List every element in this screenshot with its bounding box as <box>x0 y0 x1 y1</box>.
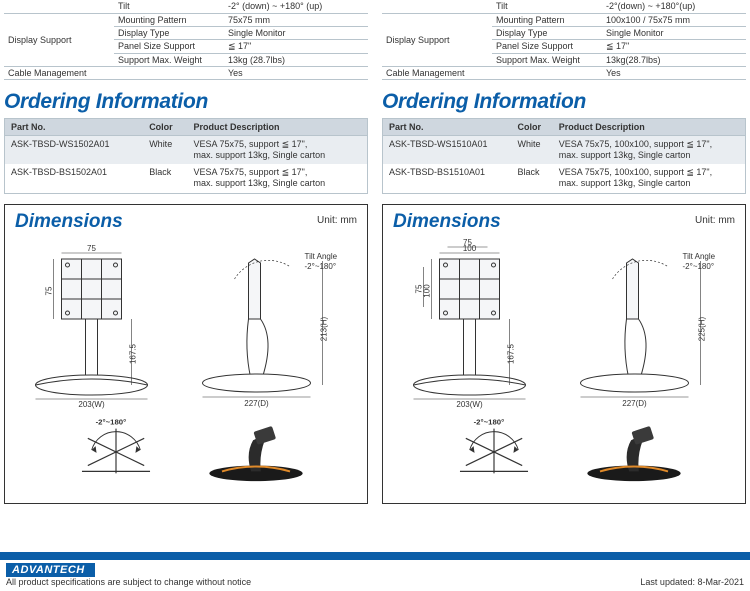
spec-label: Tilt <box>492 0 602 13</box>
order-header: Color <box>512 118 553 135</box>
svg-text:Tilt Angle: Tilt Angle <box>305 252 338 261</box>
svg-text:75: 75 <box>415 284 424 293</box>
spec-label: Support Max. Weight <box>492 53 602 66</box>
spec-value: 75x75 mm <box>224 13 368 26</box>
color: White <box>512 135 553 164</box>
table-row: ASK-TBSD-WS1510A01WhiteVESA 75x75, 100x1… <box>383 135 746 164</box>
dim-title-left: Dimensions <box>15 211 123 233</box>
part-no: ASK-TBSD-BS1510A01 <box>383 164 512 193</box>
svg-text:203(W): 203(W) <box>456 400 483 409</box>
spec-value: Yes <box>602 66 746 79</box>
spec-value: 100x100 / 75x75 mm <box>602 13 746 26</box>
svg-text:167.5: 167.5 <box>129 343 138 364</box>
part-no: ASK-TBSD-BS1502A01 <box>5 164 144 193</box>
table-row: ASK-TBSD-BS1510A01BlackVESA 75x75, 100x1… <box>383 164 746 193</box>
last-updated: Last updated: 8-Mar-2021 <box>640 577 744 587</box>
left-column: Tilt-2° (down) ~ +180° (up) Display Suppo… <box>4 0 368 504</box>
front-drawing-right: 100 75 100 75 167.5 203(W) <box>393 239 558 409</box>
spec-label: Mounting Pattern <box>114 13 224 26</box>
order-table-left: Part No.ColorProduct Description ASK-TBS… <box>4 118 368 194</box>
spec-value: ≦ 17" <box>224 39 368 53</box>
spec-value: ≦ 17" <box>602 39 746 53</box>
spec-label: Panel Size Support <box>492 39 602 53</box>
spec-label: Support Max. Weight <box>114 53 224 66</box>
spec-category: Cable Management <box>382 66 602 79</box>
right-column: Tilt-2°(down) ~ +180°(up) Display Support… <box>382 0 746 504</box>
spec-label: Panel Size Support <box>114 39 224 53</box>
spec-category: Display Support <box>4 13 114 66</box>
front-drawing-left: 75 75 167.5 203(W) <box>15 239 180 409</box>
svg-text:-2°~180°: -2°~180° <box>96 417 127 426</box>
svg-text:-2°~180°: -2°~180° <box>305 262 337 271</box>
order-table-right: Part No.ColorProduct Description ASK-TBS… <box>382 118 746 194</box>
ordering-title-right: Ordering Information <box>382 90 746 114</box>
svg-text:203(W): 203(W) <box>78 400 105 409</box>
svg-text:Tilt Angle: Tilt Angle <box>683 252 716 261</box>
footer: ADVANTECH All product specifications are… <box>0 552 750 591</box>
description: VESA 75x75, 100x100, support ≦ 17",max. … <box>553 135 746 164</box>
svg-text:225(H): 225(H) <box>698 316 707 341</box>
table-row: ASK-TBSD-WS1502A01WhiteVESA 75x75, suppo… <box>5 135 368 164</box>
description: VESA 75x75, support ≦ 17",max. support 1… <box>188 164 368 193</box>
dimensions-box-right: Dimensions Unit: mm 100 75 100 75 167.5 … <box>382 204 746 504</box>
order-header: Product Description <box>188 118 368 135</box>
table-row: ASK-TBSD-BS1502A01BlackVESA 75x75, suppo… <box>5 164 368 193</box>
svg-text:213(H): 213(H) <box>320 316 329 341</box>
svg-text:75: 75 <box>45 286 54 295</box>
svg-text:-2°~180°: -2°~180° <box>683 262 715 271</box>
svg-text:-2°~180°: -2°~180° <box>474 417 505 426</box>
spec-label: Display Type <box>114 26 224 39</box>
spec-label: Tilt <box>114 0 224 13</box>
spec-category: Display Support <box>382 13 492 66</box>
spec-table-right: Tilt-2°(down) ~ +180°(up) Display Support… <box>382 0 746 80</box>
svg-text:167.5: 167.5 <box>507 343 516 364</box>
spec-value: Yes <box>224 66 368 79</box>
order-header: Product Description <box>553 118 746 135</box>
order-header: Color <box>143 118 187 135</box>
photo-right <box>579 415 689 485</box>
spec-label: Display Type <box>492 26 602 39</box>
color: White <box>143 135 187 164</box>
ordering-title-left: Ordering Information <box>4 90 368 114</box>
swivel-drawing-right: -2°~180° <box>439 415 549 485</box>
columns: Tilt-2° (down) ~ +180° (up)Display Suppo… <box>0 0 750 504</box>
spec-value: Single Monitor <box>602 26 746 39</box>
svg-text:227(D): 227(D) <box>244 399 269 408</box>
spec-value: 13kg (28.7lbs) <box>224 53 368 66</box>
order-header: Part No. <box>5 118 144 135</box>
spec-value: 13kg(28.7lbs) <box>602 53 746 66</box>
dim-unit-left: Unit: mm <box>317 215 357 226</box>
spec-value: Single Monitor <box>224 26 368 39</box>
spec-value: -2° (down) ~ +180° (up) <box>224 0 368 13</box>
description: VESA 75x75, support ≦ 17",max. support 1… <box>188 135 368 164</box>
side-drawing-right: Tilt Angle -2°~180° 225(H) 227(D) <box>570 239 735 409</box>
description: VESA 75x75, 100x100, support ≦ 17",max. … <box>553 164 746 193</box>
color: Black <box>512 164 553 193</box>
spec-category: Cable Management <box>4 66 224 79</box>
dim-unit-right: Unit: mm <box>695 215 735 226</box>
color: Black <box>143 164 187 193</box>
side-drawing-left: Tilt Angle -2°~180° 213(H) 227(D) <box>192 239 357 409</box>
svg-text:227(D): 227(D) <box>622 399 647 408</box>
swivel-drawing-left: -2°~180° <box>61 415 171 485</box>
spec-label: Mounting Pattern <box>492 13 602 26</box>
dimensions-box-left: Dimensions Unit: mm 75 75 167.5 203(W) <box>4 204 368 504</box>
photo-left <box>201 415 311 485</box>
svg-text:75: 75 <box>463 239 472 247</box>
disclaimer: All product specifications are subject t… <box>6 577 251 587</box>
brand-logo: ADVANTECH <box>6 563 95 577</box>
spec-table-left: Tilt-2° (down) ~ +180° (up) Display Suppo… <box>4 0 368 80</box>
svg-text:100: 100 <box>423 283 432 297</box>
part-no: ASK-TBSD-WS1502A01 <box>5 135 144 164</box>
part-no: ASK-TBSD-WS1510A01 <box>383 135 512 164</box>
order-header: Part No. <box>383 118 512 135</box>
spec-value: -2°(down) ~ +180°(up) <box>602 0 746 13</box>
svg-text:75: 75 <box>87 244 96 253</box>
dim-title-right: Dimensions <box>393 211 501 233</box>
